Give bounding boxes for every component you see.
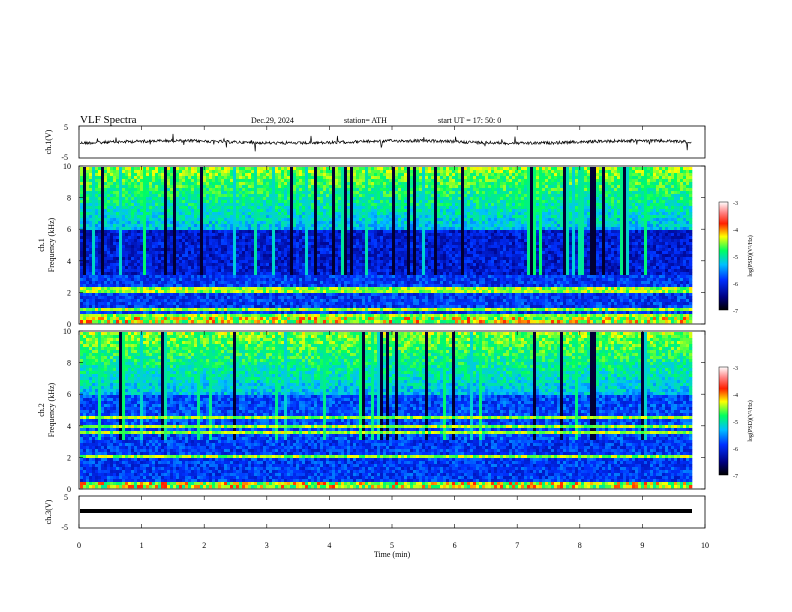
spec-ytick-label: 6 (67, 390, 71, 399)
ch1-ylabel: ch.1(V) (44, 129, 53, 154)
ch2-spec-yticks: 0 2 4 6 8 10 (63, 327, 705, 494)
ch2-colorbar: -3 -4 -5 -6 -7 log(PSD)(V²/Hz) (718, 366, 754, 480)
ch2-spec-ylabel: Frequency (kHz) (47, 382, 56, 437)
x-tick-label: 6 (453, 541, 457, 550)
ch1-spectrogram-panel: 0 2 4 6 8 10 ch.1 Frequency (kHz) (37, 162, 706, 329)
colorbar-tick-label: -5 (733, 255, 738, 261)
figure-title: VLF Spectra (80, 114, 137, 126)
x-axis-ticks: 0 1 2 3 4 5 6 7 8 9 10 (77, 126, 709, 550)
x-tick-label: 2 (202, 541, 206, 550)
ch1-colorbar-gradient (718, 201, 729, 311)
ch1-ytick-bottom: -5 (61, 153, 68, 162)
ch1-ytick-top: 5 (64, 123, 68, 132)
ch2-spec-ylabel-channel: ch.2 (37, 403, 46, 417)
ch2-spectrogram-panel: 0 2 4 6 8 10 ch.2 Frequency (kHz) (37, 327, 706, 494)
spec-ytick-label: 2 (67, 453, 71, 462)
x-tick-label: 10 (701, 541, 709, 550)
ch1-colorbar-ticks: -3 -4 -5 -6 -7 (733, 201, 738, 315)
colorbar-tick-label: -5 (733, 420, 738, 426)
date-label: Dec.29, 2024 (251, 116, 294, 125)
colorbar-tick-label: -3 (733, 201, 738, 207)
ch1-spec-yticks: 0 2 4 6 8 10 (63, 162, 705, 329)
x-tick-label: 8 (578, 541, 582, 550)
colorbar-tick-label: -7 (733, 309, 738, 315)
ch2-spectrogram-image (80, 332, 693, 489)
colorbar-tick-label: -6 (733, 447, 738, 453)
ch1-spec-ylabel: Frequency (kHz) (47, 217, 56, 272)
spec-ytick-label: 8 (67, 359, 71, 368)
spec-ytick-label: 0 (67, 485, 71, 494)
x-tick-label: 7 (515, 541, 519, 550)
start-time-label: start UT = 17: 50: 0 (438, 116, 501, 125)
x-tick-label: 4 (327, 541, 331, 550)
spec-ytick-label: 10 (63, 162, 71, 171)
ch2-colorbar-gradient (718, 366, 729, 476)
ch3-ytick-bottom: -5 (61, 523, 68, 532)
ch3-trace (80, 509, 692, 513)
spec-ytick-label: 10 (63, 327, 71, 336)
x-tick-label: 0 (77, 541, 81, 550)
ch3-waveform-panel: 5 -5 ch.3(V) (44, 493, 706, 532)
ch1-colorbar-label: log(PSD)(V²/Hz) (747, 235, 754, 276)
ch2-colorbar-ticks: -3 -4 -5 -6 -7 (733, 366, 738, 480)
station-label: station= ATH (344, 116, 387, 125)
spec-ytick-label: 6 (67, 225, 71, 234)
ch1-spectrogram-image (80, 167, 693, 324)
x-tick-label: 5 (390, 541, 394, 550)
x-tick-label: 3 (265, 541, 269, 550)
ch1-spec-ylabel-channel: ch.1 (37, 238, 46, 252)
x-axis-label: Time (min) (374, 550, 411, 559)
x-tick-label: 1 (140, 541, 144, 550)
spec-ytick-label: 2 (67, 288, 71, 297)
colorbar-tick-label: -4 (733, 393, 738, 399)
ch1-waveform-panel: 5 -5 ch.1(V) (44, 123, 706, 162)
colorbar-tick-label: -7 (733, 474, 738, 480)
spec-ytick-label: 0 (67, 320, 71, 329)
colorbar-tick-label: -3 (733, 366, 738, 372)
colorbar-tick-label: -4 (733, 228, 738, 234)
spec-ytick-label: 8 (67, 194, 71, 203)
ch1-trace (79, 133, 692, 152)
ch2-colorbar-label: log(PSD)(V²/Hz) (747, 400, 754, 441)
spec-ytick-label: 4 (67, 257, 71, 266)
ch3-ytick-top: 5 (64, 493, 68, 502)
ch3-ylabel: ch.3(V) (44, 499, 53, 524)
ch1-colorbar: -3 -4 -5 -6 -7 log(PSD)(V²/Hz) (718, 201, 754, 315)
x-tick-label: 9 (640, 541, 644, 550)
colorbar-tick-label: -6 (733, 282, 738, 288)
spec-ytick-label: 4 (67, 422, 71, 431)
